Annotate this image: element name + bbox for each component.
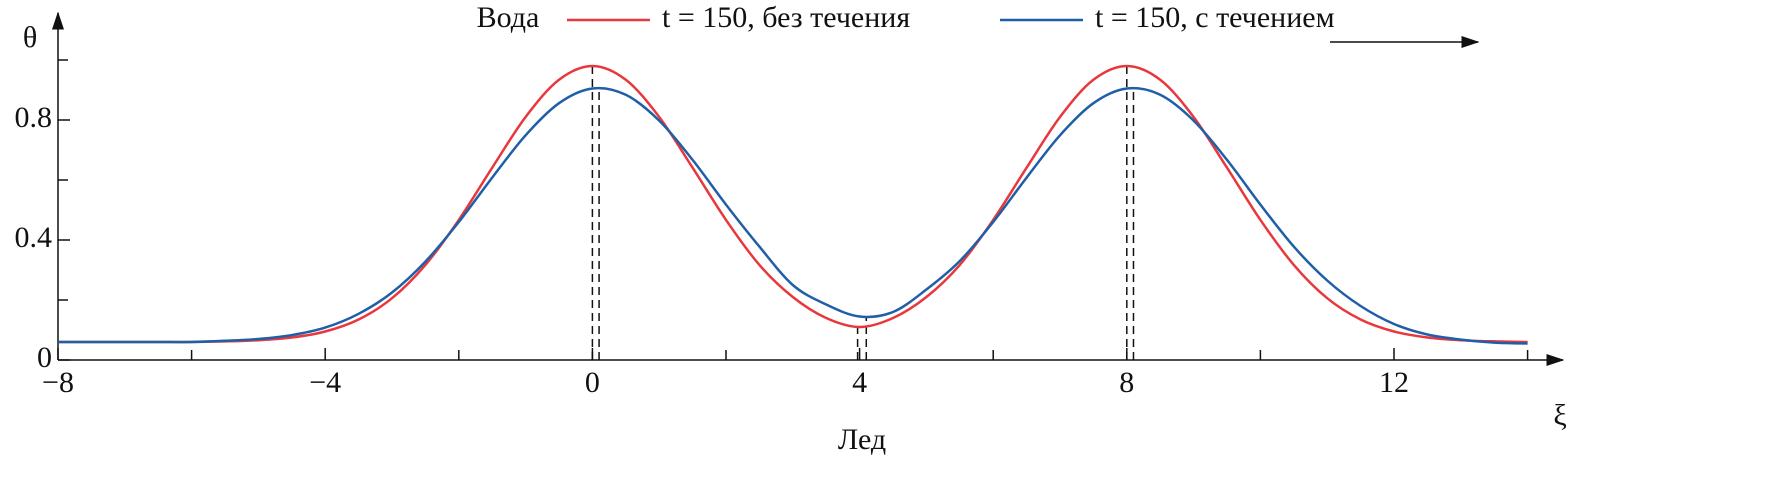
x-tick-label: 12: [1379, 366, 1409, 399]
x-axis-label: ξ: [1553, 399, 1566, 432]
annotation: Вода: [477, 1, 540, 34]
y-tick-label: 0.8: [15, 101, 53, 134]
x-tick-label: 8: [1119, 366, 1134, 399]
series-line: [57, 64, 1528, 344]
x-tick-label: 4: [852, 366, 867, 399]
series-line: [57, 86, 1528, 345]
x-tick-label: −8: [42, 366, 74, 399]
legend-label: t = 150, с течением: [1095, 1, 1335, 34]
x-tick-label: 0: [585, 366, 600, 399]
legend-label: t = 150, без течения: [662, 1, 910, 34]
y-tick-label: 0: [37, 341, 52, 374]
y-tick-label: 0.4: [15, 221, 53, 254]
annotation: Лед: [838, 423, 886, 456]
y-axis-label: θ: [23, 21, 37, 54]
x-tick-label: −4: [309, 366, 341, 399]
